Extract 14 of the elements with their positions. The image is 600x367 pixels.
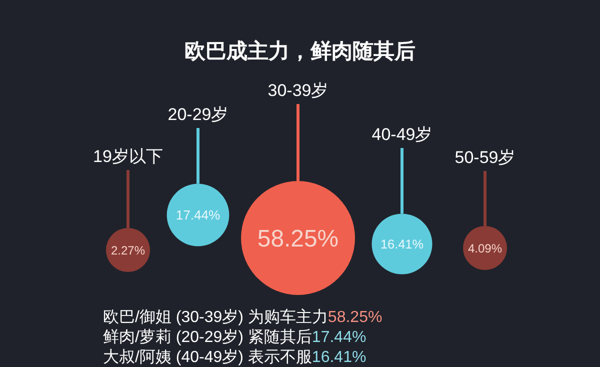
- text: 鲜肉/萝莉 (20-29岁) 紧随其后17.44%: [103, 328, 366, 346]
- category-label: 50-59岁: [454, 148, 516, 167]
- text: 欧巴成主力，鲜肉随其后: [184, 39, 416, 63]
- data-label: 17.44%: [176, 208, 221, 223]
- data-label: 4.09%: [468, 241, 502, 256]
- data-label: 58.25%: [257, 226, 339, 253]
- data-label: 16.41%: [380, 238, 424, 252]
- category-label: 40-49岁: [372, 125, 432, 144]
- text: 欧巴/御姐 (30-39岁) 为购车主力58.25%: [103, 308, 382, 326]
- category-label: 20-29岁: [168, 105, 228, 124]
- text: 大叔/阿姨 (40-49岁) 表示不服16.41%: [103, 348, 366, 366]
- category-label: 19岁以下: [93, 147, 163, 166]
- data-label: 2.27%: [110, 243, 146, 258]
- category-label: 30-39岁: [268, 81, 328, 100]
